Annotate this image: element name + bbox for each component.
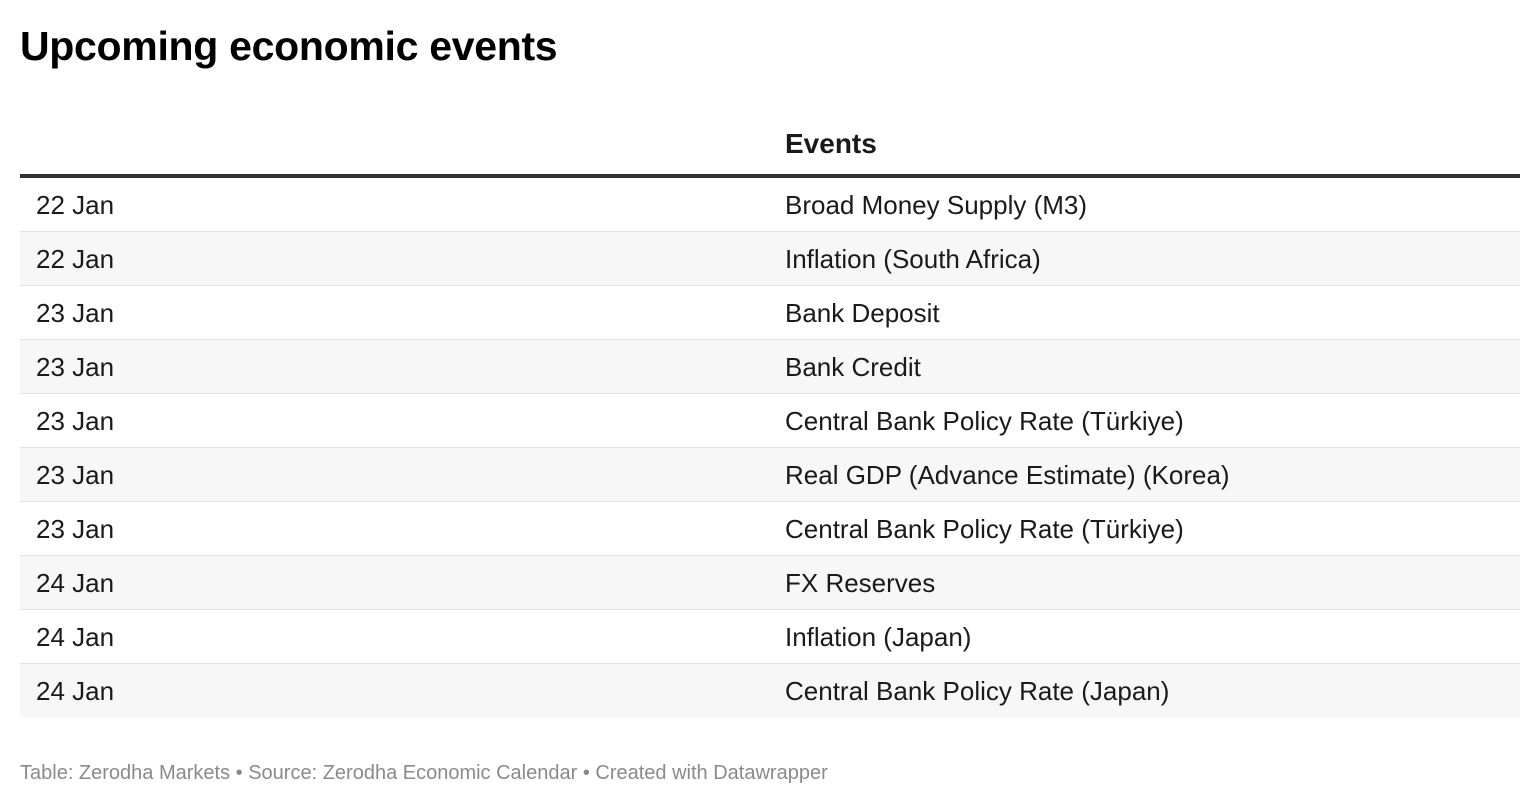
table-row: 23 Jan Central Bank Policy Rate (Türkiye… <box>20 394 1520 448</box>
event-cell: Broad Money Supply (M3) <box>785 190 1088 220</box>
date-cell: 23 Jan <box>36 514 115 544</box>
date-cell: 24 Jan <box>36 622 115 652</box>
event-cell: Real GDP (Advance Estimate) (Korea) <box>785 460 1230 490</box>
table-row: 24 Jan FX Reserves <box>20 556 1520 610</box>
date-cell: 23 Jan <box>36 406 115 436</box>
event-cell: Inflation (South Africa) <box>785 244 1041 274</box>
event-cell: FX Reserves <box>785 568 936 598</box>
event-cell: Central Bank Policy Rate (Türkiye) <box>785 514 1184 544</box>
date-cell: 24 Jan <box>36 568 115 598</box>
date-cell: 23 Jan <box>36 460 115 490</box>
event-cell: Central Bank Policy Rate (Türkiye) <box>785 406 1184 436</box>
column-header-events: Events <box>785 128 877 159</box>
date-cell: 23 Jan <box>36 298 115 328</box>
event-cell: Inflation (Japan) <box>785 622 972 652</box>
date-cell: 22 Jan <box>36 244 115 274</box>
date-cell: 22 Jan <box>36 190 115 220</box>
table-row: 23 Jan Bank Credit <box>20 340 1520 394</box>
date-cell: 24 Jan <box>36 676 115 706</box>
table-row: 23 Jan Real GDP (Advance Estimate) (Kore… <box>20 448 1520 502</box>
table-row: 24 Jan Inflation (Japan) <box>20 610 1520 664</box>
table-row: 23 Jan Bank Deposit <box>20 286 1520 340</box>
date-cell: 23 Jan <box>36 352 115 382</box>
page-title: Upcoming economic events <box>20 23 558 69</box>
event-cell: Bank Credit <box>785 352 921 382</box>
source-footer: Table: Zerodha Markets • Source: Zerodha… <box>20 762 828 784</box>
event-cell: Central Bank Policy Rate (Japan) <box>785 676 1170 706</box>
table-row: 24 Jan Central Bank Policy Rate (Japan) <box>20 664 1520 718</box>
events-table: Events 22 Jan Broad Money Supply (M3) 22… <box>20 112 1520 718</box>
table-row: 22 Jan Broad Money Supply (M3) <box>20 178 1520 232</box>
table-header: Events <box>20 112 1520 178</box>
table-row: 23 Jan Central Bank Policy Rate (Türkiye… <box>20 502 1520 556</box>
event-cell: Bank Deposit <box>785 298 940 328</box>
table-row: 22 Jan Inflation (South Africa) <box>20 232 1520 286</box>
